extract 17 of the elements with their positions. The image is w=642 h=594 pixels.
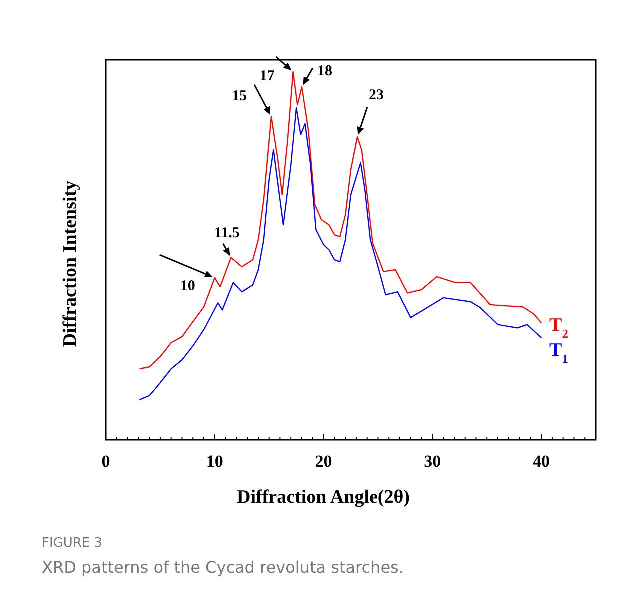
caption: FIGURE 3	[42, 536, 103, 551]
x-axis-title: Diffraction Angle(2θ)	[237, 487, 410, 508]
text: XRD patterns of the Cycad revoluta starches.	[42, 558, 404, 577]
x-tick-label: 10	[206, 452, 224, 471]
annotation: 10	[180, 278, 196, 295]
series-label: T$_{2}$	[550, 314, 568, 341]
x-tick-label: 20	[315, 452, 332, 471]
x-tick-label: 30	[424, 452, 442, 471]
annotation: 11.5	[214, 225, 240, 242]
series-label: T$_{1}$	[550, 340, 568, 366]
x-tick-label: 0	[102, 452, 110, 471]
annotation: 17	[260, 68, 276, 84]
annotation: 23	[369, 88, 384, 104]
y-axis-title: Diffraction Intensity	[60, 180, 81, 348]
annotation: 18	[318, 64, 332, 80]
x-tick-label: 40	[533, 452, 550, 471]
annotation: 15	[232, 88, 248, 104]
